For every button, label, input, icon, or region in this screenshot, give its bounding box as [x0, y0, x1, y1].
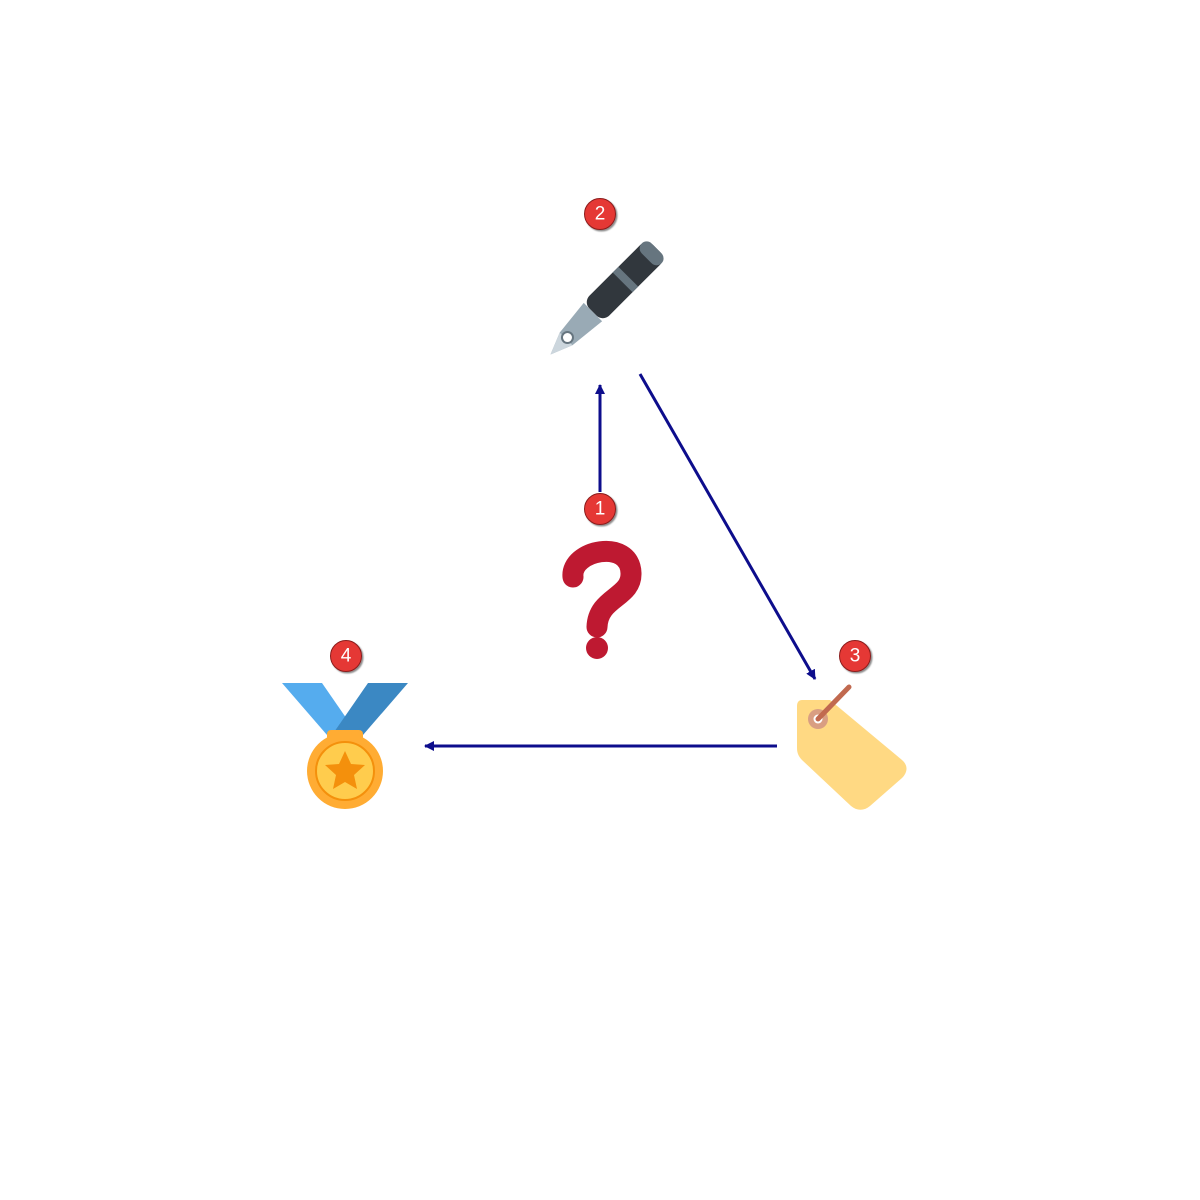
step-badge-label: 4 [341, 646, 352, 667]
node-medal: 4 [282, 640, 408, 809]
step-badge-label: 3 [850, 646, 861, 667]
node-pen: 2 [550, 198, 664, 355]
step-badge-label: 2 [595, 204, 606, 225]
step-badge [584, 198, 616, 230]
price-tag-icon [797, 684, 907, 810]
node-question: 1 [562, 493, 642, 659]
step-badge [839, 640, 871, 672]
step-badge [584, 493, 616, 525]
question-mark-icon [562, 540, 642, 659]
node-tag: 3 [797, 640, 907, 810]
step-badge [330, 640, 362, 672]
sports-medal-icon [282, 683, 408, 809]
fountain-pen-icon [550, 241, 664, 355]
step-badge-label: 1 [595, 499, 606, 520]
edge-pen-to-tag [638, 373, 817, 680]
